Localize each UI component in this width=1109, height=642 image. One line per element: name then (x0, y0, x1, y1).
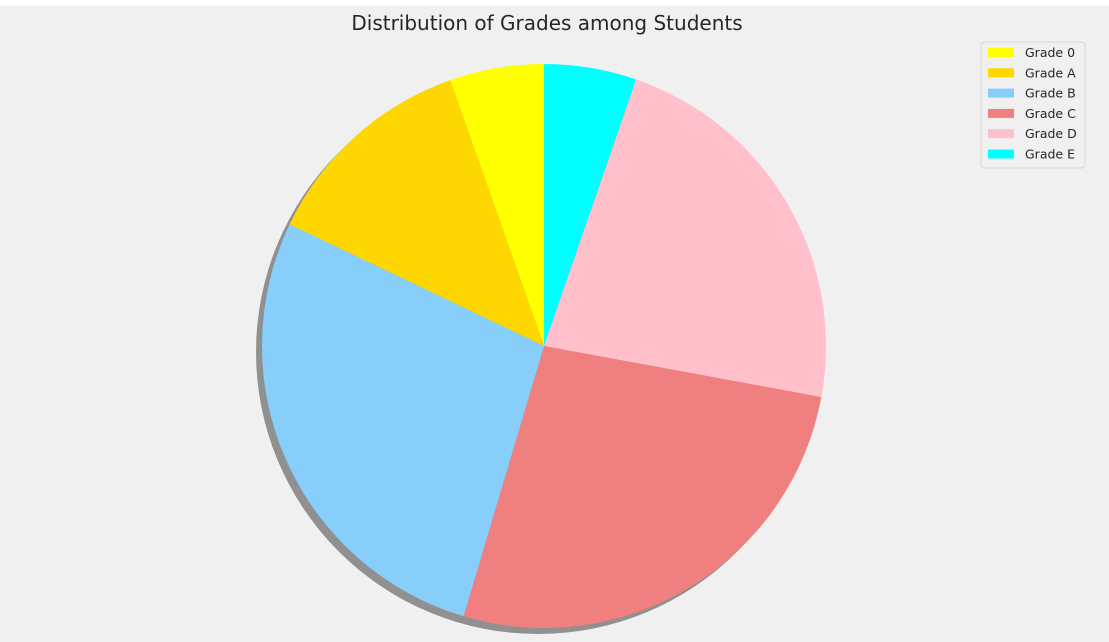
legend-label-grade-b: Grade B (1025, 86, 1076, 101)
pie-slices (262, 64, 826, 628)
legend-label-grade-d: Grade D (1025, 126, 1077, 141)
legend-label-grade-c: Grade C (1025, 106, 1076, 121)
pie-slice-grade-e (544, 64, 637, 346)
legend-label-grade-e: Grade E (1025, 147, 1075, 162)
legend-swatch-grade-a (988, 68, 1014, 78)
pie-slice-grade-b (262, 224, 544, 617)
legend-swatch-grade-c (988, 108, 1014, 118)
pie-slice-grade-0 (450, 64, 544, 346)
pie-slice-grade-c (463, 346, 822, 628)
pie-slice-grade-d (544, 79, 826, 398)
legend-swatch-grade-0 (988, 48, 1014, 57)
legend-swatch-grade-d (988, 129, 1014, 139)
legend-label-grade-a: Grade A (1025, 65, 1076, 80)
legend: Grade 0 Grade A Grade B Grade C Grade D Grade… (980, 41, 1086, 169)
legend-label-grade-0: Grade 0 (1025, 45, 1075, 60)
pie-slice-grade-a (289, 80, 544, 347)
legend-swatch-grade-b (988, 88, 1014, 98)
chart-title: Distribution of Grades among Students (351, 11, 742, 35)
legend-swatch-grade-e (988, 149, 1014, 159)
